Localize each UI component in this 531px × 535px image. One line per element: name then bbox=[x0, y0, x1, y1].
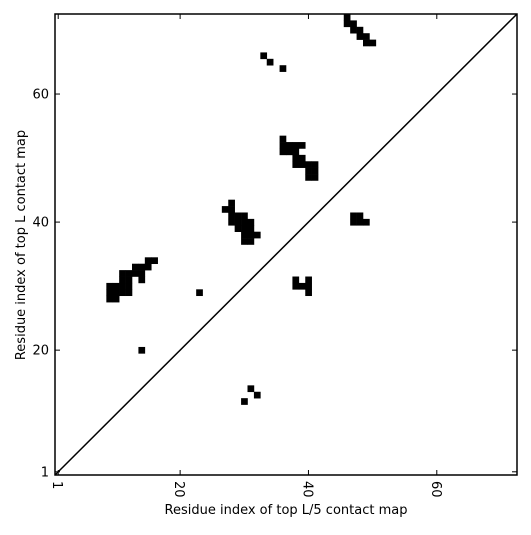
contact-cell bbox=[112, 289, 120, 297]
contact-cell bbox=[286, 142, 293, 149]
contact-cell bbox=[228, 206, 235, 213]
contact-cell bbox=[138, 346, 146, 354]
contact-cell bbox=[144, 257, 152, 265]
contact-cell bbox=[125, 282, 133, 290]
contact-cell bbox=[247, 231, 255, 239]
x-tick-label: 40 bbox=[299, 481, 314, 498]
contact-cell bbox=[350, 20, 357, 28]
contact-cell bbox=[234, 218, 242, 226]
contact-cell bbox=[234, 212, 242, 220]
contact-cell bbox=[247, 218, 255, 226]
contact-cell bbox=[125, 276, 133, 284]
contact-cell bbox=[106, 289, 114, 297]
contact-cell bbox=[343, 20, 351, 28]
contact-cell bbox=[138, 270, 146, 277]
contact-cell bbox=[228, 212, 235, 220]
contact-cell bbox=[292, 276, 300, 284]
contact-cell bbox=[247, 225, 255, 232]
contact-cell bbox=[305, 276, 312, 284]
contact-cell bbox=[119, 289, 126, 297]
contact-cell bbox=[241, 231, 248, 239]
contact-cell bbox=[260, 52, 268, 60]
contact-cell bbox=[125, 289, 133, 297]
contact-cell bbox=[298, 282, 306, 290]
contact-cell bbox=[298, 142, 306, 149]
x-tick-label: 60 bbox=[428, 481, 443, 498]
contact-cell bbox=[343, 14, 351, 21]
contact-cell bbox=[253, 231, 261, 239]
contact-cell bbox=[247, 238, 255, 245]
y-tick-label: 1 bbox=[41, 465, 49, 480]
contact-cell bbox=[228, 199, 235, 207]
y-axis-label: Residue index of top L contact map bbox=[14, 130, 29, 360]
contact-cell bbox=[132, 270, 139, 277]
contact-cell bbox=[125, 270, 133, 277]
contact-cell bbox=[356, 33, 364, 40]
x-tick-label: 20 bbox=[171, 481, 186, 498]
contact-cell bbox=[112, 295, 120, 303]
contact-cell bbox=[106, 282, 114, 290]
contact-cell bbox=[253, 391, 261, 399]
contact-cell bbox=[119, 270, 126, 277]
diagonal bbox=[54, 13, 518, 476]
contact-cell bbox=[279, 65, 287, 72]
contact-cell bbox=[138, 263, 146, 271]
contact-cell bbox=[292, 154, 300, 162]
contact-cell bbox=[228, 218, 235, 226]
contact-cell bbox=[350, 218, 357, 226]
y-tick-label: 20 bbox=[32, 344, 49, 359]
contact-cell bbox=[241, 225, 248, 232]
contact-cell bbox=[363, 218, 370, 226]
contact-cell bbox=[196, 289, 203, 297]
contact-cell bbox=[119, 276, 126, 284]
contact-cell bbox=[305, 282, 312, 290]
contact-cell bbox=[305, 167, 312, 175]
contact-cell bbox=[363, 33, 370, 40]
contact-cell bbox=[305, 161, 312, 168]
contact-cell bbox=[138, 276, 146, 284]
contact-cell bbox=[151, 257, 158, 265]
contact-cell bbox=[241, 212, 248, 220]
contact-cell bbox=[241, 238, 248, 245]
contact-cell bbox=[112, 282, 120, 290]
plot-frame bbox=[54, 13, 518, 476]
contact-cell bbox=[292, 161, 300, 168]
contact-cell bbox=[369, 39, 377, 47]
contact-cell bbox=[221, 206, 229, 213]
contact-cell bbox=[363, 39, 370, 47]
contact-cell bbox=[234, 225, 242, 232]
contact-cell bbox=[286, 148, 293, 156]
contact-cell bbox=[119, 282, 126, 290]
contact-cell bbox=[311, 174, 319, 181]
contact-cell bbox=[279, 135, 287, 143]
x-tick-label: 1 bbox=[49, 481, 64, 489]
contact-cell bbox=[356, 218, 364, 226]
contact-cell bbox=[305, 289, 312, 297]
contact-cell bbox=[279, 148, 287, 156]
contact-cell bbox=[132, 263, 139, 271]
contact-cell bbox=[241, 398, 248, 405]
contact-cell bbox=[298, 161, 306, 168]
contact-cell bbox=[311, 161, 319, 168]
contact-cell bbox=[356, 212, 364, 220]
contact-cell bbox=[106, 295, 114, 303]
contact-cell bbox=[350, 26, 357, 34]
contact-cell bbox=[292, 282, 300, 290]
contact-cell bbox=[298, 154, 306, 162]
contact-cell bbox=[311, 167, 319, 175]
x-axis-label: Residue index of top L/5 contact map bbox=[165, 503, 408, 518]
contact-cell bbox=[292, 142, 300, 149]
contact-cell bbox=[241, 218, 248, 226]
y-tick-label: 60 bbox=[32, 88, 49, 103]
contact-cell bbox=[292, 148, 300, 156]
contact-cell bbox=[266, 58, 274, 66]
contact-cell bbox=[247, 385, 255, 393]
contact-cell bbox=[350, 212, 357, 220]
contact-cell bbox=[144, 263, 152, 271]
contact-cell bbox=[356, 26, 364, 34]
contact-cell bbox=[279, 142, 287, 149]
y-tick-label: 40 bbox=[32, 216, 49, 231]
contact-cell bbox=[305, 174, 312, 181]
